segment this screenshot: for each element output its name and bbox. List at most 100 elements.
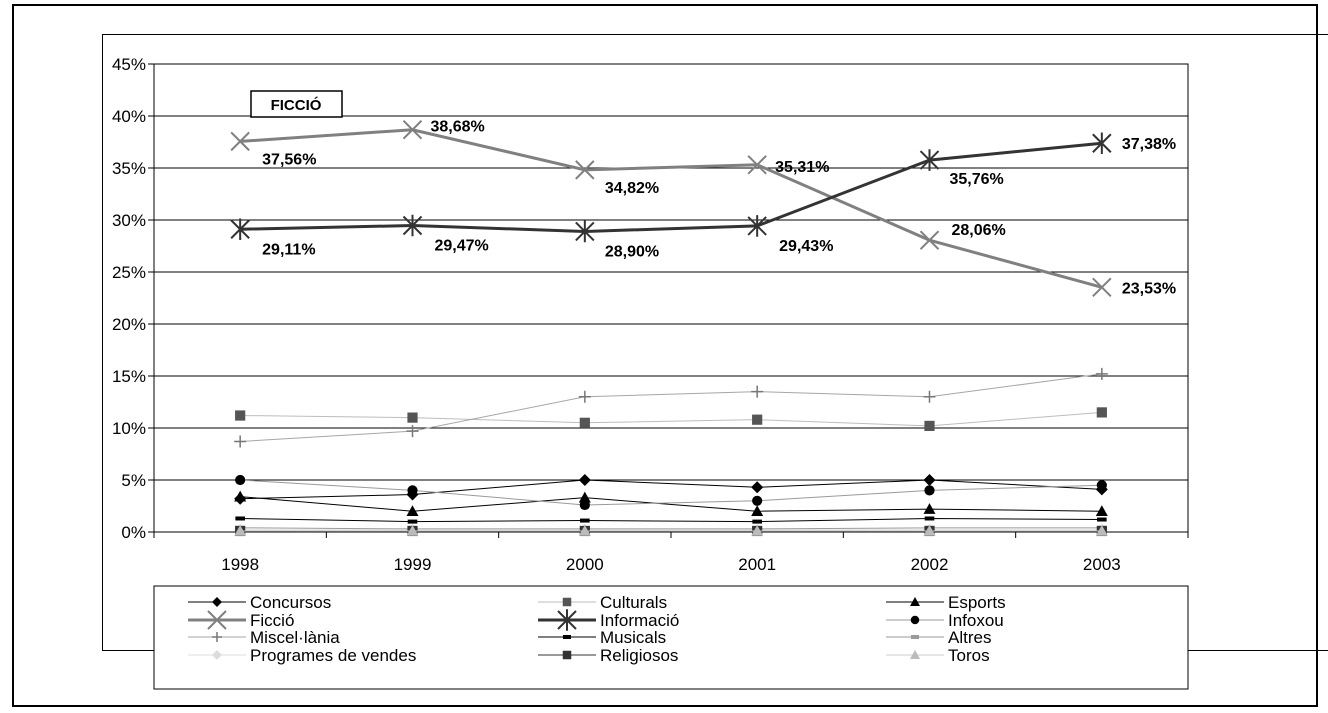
data-point <box>407 519 418 524</box>
legend-label: Religiosos <box>600 646 678 665</box>
data-point <box>575 220 595 243</box>
data-point <box>579 499 590 511</box>
legend-marker <box>911 635 919 639</box>
data-point <box>751 385 764 398</box>
annotation-label: FICCIÓ <box>271 96 322 114</box>
data-point <box>747 155 767 175</box>
legend-item-toros: Toros <box>886 646 990 665</box>
legend-label: Ficció <box>250 611 294 630</box>
legend-label: Concursos <box>250 593 331 612</box>
legend-marker <box>910 615 920 625</box>
data-label: 28,90% <box>605 243 659 260</box>
data-point <box>752 495 763 506</box>
legend-marker <box>212 597 222 607</box>
data-point <box>230 218 250 241</box>
data-point <box>1096 480 1107 491</box>
data-label: 34,82% <box>605 180 659 197</box>
series-group <box>230 120 1112 537</box>
data-point <box>923 503 936 514</box>
legend-label: Programes de vendes <box>250 646 416 665</box>
data-point <box>406 524 419 536</box>
series-miscel-l-nia <box>234 367 1108 448</box>
data-point <box>402 214 423 237</box>
series-line <box>240 128 1103 289</box>
data-point <box>579 417 590 428</box>
y-tick-label: 0% <box>121 523 146 542</box>
legend-label: Esports <box>948 593 1006 612</box>
legend-item-culturals: Culturals <box>538 593 667 612</box>
legend-item-infoxou: Infoxou <box>886 611 1004 630</box>
series-ficci- <box>230 120 1112 297</box>
series-line <box>240 479 1102 506</box>
legend-marker <box>563 635 571 639</box>
x-tick-label: 1998 <box>221 555 259 574</box>
legend-marker <box>910 597 920 606</box>
x-tick-label: 2001 <box>738 555 776 574</box>
legend-box <box>153 585 1189 690</box>
x-axis: 1998 1999 2000 2001 2002 2003 <box>153 532 1189 574</box>
legend-label: Infoxou <box>948 611 1004 630</box>
series-line <box>240 373 1102 443</box>
legend-marker <box>562 650 572 660</box>
y-axis: 0% 5% 10% 15% 20% 25% 30% 35% 40% 45% <box>112 55 154 542</box>
legend-label: Musicals <box>600 628 666 647</box>
data-label: 37,56% <box>262 151 316 168</box>
data-point <box>235 410 246 421</box>
data-point <box>923 390 936 403</box>
data-point <box>752 414 763 425</box>
data-point <box>234 435 247 448</box>
y-tick-label: 40% <box>112 107 146 126</box>
data-label: 29,47% <box>435 238 489 255</box>
y-tick-label: 25% <box>112 263 146 282</box>
legend: Concursos Culturals Esports Ficció Informaci… <box>188 593 1006 665</box>
data-label: 35,76% <box>950 171 1004 188</box>
data-point <box>406 505 419 516</box>
plot-area <box>153 63 1189 533</box>
data-label: 28,06% <box>952 222 1006 239</box>
y-tick-label: 10% <box>112 419 146 438</box>
legend-item-informaci-: Informació <box>538 609 679 631</box>
legend-item-esports: Esports <box>886 593 1006 612</box>
data-label: 38,68% <box>431 119 485 136</box>
legend-item-musicals: Musicals <box>538 628 666 647</box>
data-point <box>919 230 940 250</box>
series-line <box>240 141 1102 233</box>
data-point <box>1095 524 1108 536</box>
annotation-frame <box>250 90 343 118</box>
series-line <box>240 517 1102 523</box>
data-label: 23,53% <box>1122 280 1176 297</box>
data-point <box>235 474 246 486</box>
series-infoxou <box>235 474 1107 511</box>
x-tick-label: 2002 <box>911 555 949 574</box>
series-line <box>240 479 1102 500</box>
legend-marker <box>910 650 920 659</box>
data-point <box>747 215 767 237</box>
legend-marker <box>562 597 572 607</box>
series-culturals <box>235 407 1107 432</box>
series-esports <box>234 490 1108 516</box>
y-tick-label: 5% <box>121 471 146 490</box>
data-point <box>1092 132 1112 155</box>
x-tick-label: 2003 <box>1083 555 1121 574</box>
legend-item-altres: Altres <box>886 628 991 647</box>
data-point <box>580 518 590 523</box>
data-point <box>578 474 591 486</box>
series-line <box>240 496 1102 512</box>
y-tick-label: 35% <box>112 159 146 178</box>
y-tick-label: 20% <box>112 315 146 334</box>
data-point <box>407 485 418 496</box>
series-informaci- <box>230 132 1112 243</box>
legend-item-miscel-l-nia: Miscel·lània <box>188 628 340 647</box>
y-tick-label: 30% <box>112 211 146 230</box>
legend-item-programes-de-vendes: Programes de vendes <box>188 646 416 665</box>
data-point <box>752 519 762 524</box>
data-point <box>751 481 764 494</box>
legend-label: Informació <box>600 611 679 630</box>
data-point <box>751 505 764 516</box>
data-point <box>1096 407 1107 418</box>
data-point <box>234 490 247 502</box>
series-toros <box>234 524 1108 536</box>
data-point <box>924 516 935 521</box>
data-point <box>924 420 935 432</box>
